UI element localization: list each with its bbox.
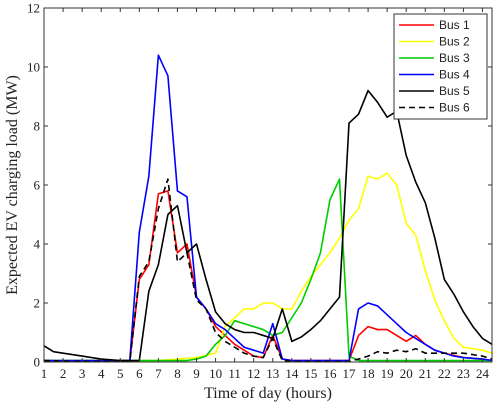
x-tick-label: 7 xyxy=(155,366,162,381)
x-tick-label: 16 xyxy=(323,366,337,381)
legend-box xyxy=(393,13,488,120)
y-tick-label: 2 xyxy=(34,296,41,311)
x-tick-label: 3 xyxy=(79,366,86,381)
legend-label-3: Bus 3 xyxy=(439,51,470,65)
y-tick-label: 6 xyxy=(34,178,41,193)
y-tick-label: 8 xyxy=(34,119,41,134)
legend-label-6: Bus 6 xyxy=(439,101,470,115)
legend: Bus 1 Bus 2 Bus 3 Bus 4 Bus 5 Bus 6 xyxy=(393,13,488,120)
x-tick-label: 2 xyxy=(60,366,67,381)
x-tick-label: 9 xyxy=(193,366,200,381)
x-tick-label: 6 xyxy=(136,366,143,381)
legend-label-4: Bus 4 xyxy=(439,68,470,82)
series-line-4 xyxy=(44,54,493,362)
x-tick-label: 1 xyxy=(41,366,48,381)
y-tick-label: 12 xyxy=(27,1,40,16)
x-axis-title: Time of day (hours) xyxy=(204,385,332,402)
x-tick-label: 8 xyxy=(174,366,181,381)
series-line-5 xyxy=(43,89,493,362)
x-tick-label: 18 xyxy=(362,366,375,381)
x-tick-label: 20 xyxy=(400,366,413,381)
x-tick-label: 11 xyxy=(228,366,241,381)
x-tick-label: 23 xyxy=(457,366,470,381)
series-layer xyxy=(43,54,493,363)
x-tick-label: 24 xyxy=(476,366,490,381)
y-tick-label: 10 xyxy=(27,60,40,75)
x-tick-label: 13 xyxy=(266,366,279,381)
x-tick-label: 22 xyxy=(438,366,451,381)
x-tick-label: 5 xyxy=(117,366,124,381)
legend-label-5: Bus 5 xyxy=(439,84,470,98)
y-tick-label: 0 xyxy=(34,355,41,370)
series-line-3 xyxy=(44,178,492,362)
x-tick-label: 14 xyxy=(285,366,299,381)
x-tick-label: 10 xyxy=(209,366,222,381)
y-axis-title: Expected EV charging load (MW) xyxy=(4,75,21,295)
legend-label-1: Bus 1 xyxy=(439,18,470,32)
ticks-layer: 1 2 3 4 5 6 7 8 9 10 11 12 13 14 15 16 17 18 19 20 21 22 23 240… xyxy=(27,1,492,381)
series-line-6 xyxy=(43,178,493,363)
x-tick-label: 4 xyxy=(98,366,105,381)
x-tick-label: 17 xyxy=(343,366,357,381)
legend-label-2: Bus 2 xyxy=(439,35,470,49)
x-tick-label: 12 xyxy=(247,366,260,381)
x-tick-label: 15 xyxy=(304,366,317,381)
x-tick-label: 19 xyxy=(381,366,394,381)
x-tick-label: 21 xyxy=(419,366,432,381)
y-tick-label: 4 xyxy=(34,237,41,252)
